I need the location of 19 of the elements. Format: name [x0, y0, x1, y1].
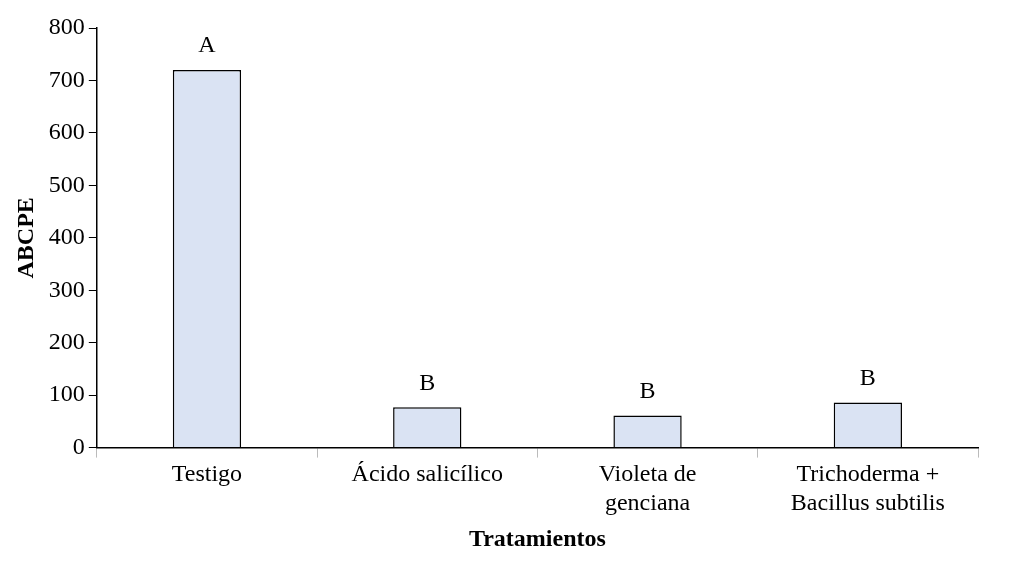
annotation: A: [198, 31, 217, 58]
y-tick-label: 800: [48, 13, 85, 40]
x-tick-label: Violeta de genciana: [598, 460, 697, 516]
y-tick-label: 0: [72, 432, 85, 459]
x-tick-label: Trichoderma + Bacillus subtilis: [790, 460, 945, 516]
y-tick-label: 700: [48, 65, 85, 92]
annotation: B: [419, 368, 436, 395]
annotation: B: [859, 363, 876, 390]
y-tick-label: 500: [48, 170, 85, 197]
y-tick-label: 200: [48, 328, 85, 354]
y-tick-label: 600: [48, 118, 85, 145]
y-tick-label: 300: [48, 275, 85, 302]
annotation: B: [639, 376, 656, 403]
x-axis-title: Tratamientos: [468, 524, 606, 551]
x-tick-label: Ácido salicílico: [351, 460, 503, 487]
y-axis-title: ABCPE: [11, 197, 38, 279]
y-tick-label: 100: [48, 380, 85, 407]
y-tick-label: 400: [48, 223, 85, 250]
x-tick-label: Testigo: [171, 460, 243, 487]
